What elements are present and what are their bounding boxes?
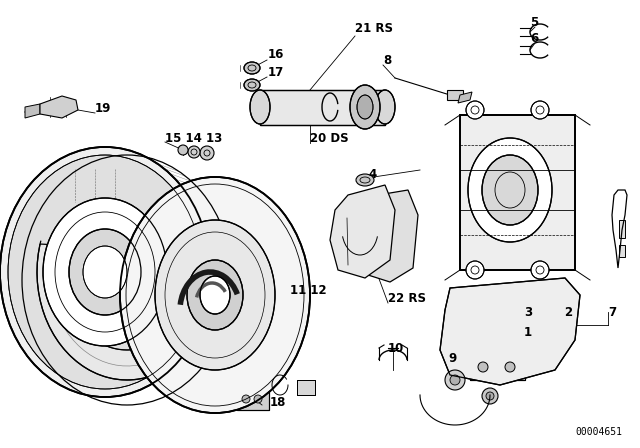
Ellipse shape — [43, 198, 167, 346]
Ellipse shape — [350, 85, 380, 129]
Text: 21 RS: 21 RS — [355, 22, 393, 34]
Bar — [237, 388, 269, 410]
Circle shape — [242, 395, 250, 403]
Bar — [470, 355, 525, 380]
Text: 6: 6 — [530, 31, 538, 44]
Text: 11 12: 11 12 — [290, 284, 326, 297]
Circle shape — [531, 261, 549, 279]
Ellipse shape — [529, 316, 541, 324]
Polygon shape — [25, 104, 40, 118]
Circle shape — [486, 392, 494, 400]
Bar — [460, 115, 575, 270]
Text: 19: 19 — [95, 102, 111, 115]
Bar — [237, 388, 269, 410]
Bar — [260, 90, 385, 125]
Polygon shape — [362, 190, 418, 282]
Circle shape — [555, 120, 565, 130]
Text: 2: 2 — [564, 306, 572, 319]
Ellipse shape — [469, 321, 481, 329]
Circle shape — [466, 101, 484, 119]
Bar — [297, 380, 315, 395]
Text: 7: 7 — [608, 306, 616, 319]
Polygon shape — [330, 185, 395, 278]
Bar — [447, 90, 463, 100]
Text: 5: 5 — [530, 16, 538, 29]
Bar — [619, 220, 625, 238]
Bar — [470, 355, 525, 380]
Text: 8: 8 — [383, 53, 391, 66]
Text: 10: 10 — [388, 341, 404, 354]
Ellipse shape — [250, 90, 270, 124]
Bar — [472, 300, 492, 312]
Ellipse shape — [356, 174, 374, 186]
Circle shape — [450, 375, 460, 385]
Bar — [532, 295, 552, 307]
Circle shape — [445, 370, 465, 390]
Bar — [297, 380, 315, 395]
Circle shape — [531, 101, 549, 119]
Ellipse shape — [0, 147, 210, 397]
Bar — [460, 115, 575, 270]
Text: 17: 17 — [268, 65, 284, 78]
Circle shape — [482, 388, 498, 404]
Text: 3: 3 — [524, 306, 532, 319]
Circle shape — [478, 362, 488, 372]
Text: 9: 9 — [448, 352, 456, 365]
Polygon shape — [458, 92, 472, 103]
Polygon shape — [40, 96, 78, 118]
Ellipse shape — [375, 90, 395, 124]
Ellipse shape — [8, 155, 202, 389]
Text: 15 14 13: 15 14 13 — [165, 132, 222, 145]
Text: 1: 1 — [524, 326, 532, 339]
Ellipse shape — [120, 177, 310, 413]
Circle shape — [466, 261, 484, 279]
Ellipse shape — [482, 155, 538, 225]
Bar — [619, 245, 625, 257]
Ellipse shape — [187, 260, 243, 330]
Ellipse shape — [244, 79, 260, 91]
Text: 16: 16 — [268, 48, 284, 61]
Ellipse shape — [468, 138, 552, 242]
Circle shape — [254, 395, 262, 403]
Bar — [472, 300, 492, 312]
Circle shape — [505, 362, 515, 372]
Text: 22 RS: 22 RS — [388, 292, 426, 305]
Circle shape — [178, 145, 188, 155]
Circle shape — [200, 146, 214, 160]
Text: 4: 4 — [368, 168, 376, 181]
Text: 18: 18 — [270, 396, 286, 409]
Text: 20 DS: 20 DS — [310, 132, 349, 145]
Ellipse shape — [155, 220, 275, 370]
Bar — [532, 295, 552, 307]
Circle shape — [188, 146, 200, 158]
Ellipse shape — [357, 95, 373, 119]
Polygon shape — [37, 244, 196, 380]
Text: 00004651: 00004651 — [575, 427, 622, 437]
Bar — [260, 90, 385, 125]
Ellipse shape — [83, 246, 127, 298]
Ellipse shape — [244, 62, 260, 74]
Polygon shape — [440, 278, 580, 385]
Ellipse shape — [200, 276, 230, 314]
Ellipse shape — [69, 229, 141, 315]
